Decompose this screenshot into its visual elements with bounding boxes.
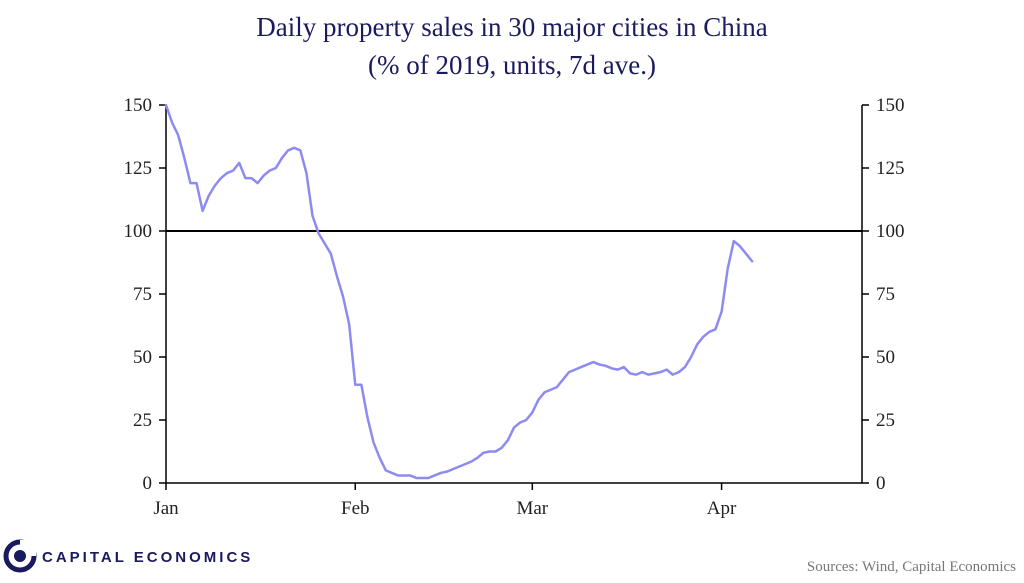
y-tick-label-right: 150 [876,95,905,116]
x-tick-label-jan: Jan [153,498,179,519]
capital-economics-logo [3,539,37,573]
axes [159,104,869,490]
series-layer [164,103,754,480]
sources-note: Sources: Wind, Capital Economics [807,559,1016,575]
tick-labels: 0 0 25 25 50 50 75 75 100 100 125 125 150 150 Jan Feb Ma… [124,95,905,519]
y-tick-label-right: 50 [876,347,895,368]
y-tick-label-right: 125 [876,158,905,179]
y-tick-label-right: 0 [876,473,886,494]
y-tick-label-left: 150 [124,95,153,116]
chart-subtitle: (% of 2019, units, 7d ave.) [368,50,656,80]
x-tick-label-feb: Feb [341,498,370,519]
y-tick-label-left: 100 [124,221,153,242]
y-tick-label-left: 125 [124,158,153,179]
x-tick-label-apr: Apr [707,498,737,519]
y-tick-label-left: 25 [133,410,152,431]
y-tick-label-left: 0 [143,473,153,494]
y-tick-label-left: 50 [133,347,152,368]
series-line-0 [164,103,754,480]
y-tick-label-left: 75 [133,284,152,305]
x-tick-label-mar: Mar [516,498,548,519]
y-tick-label-right: 100 [876,221,905,242]
y-tick-label-right: 25 [876,410,895,431]
y-tick-label-right: 75 [876,284,895,305]
chart-title: Daily property sales in 30 major cities … [256,12,767,42]
logo-dot [14,550,26,562]
brand-name: CAPITAL ECONOMICS [42,549,253,566]
